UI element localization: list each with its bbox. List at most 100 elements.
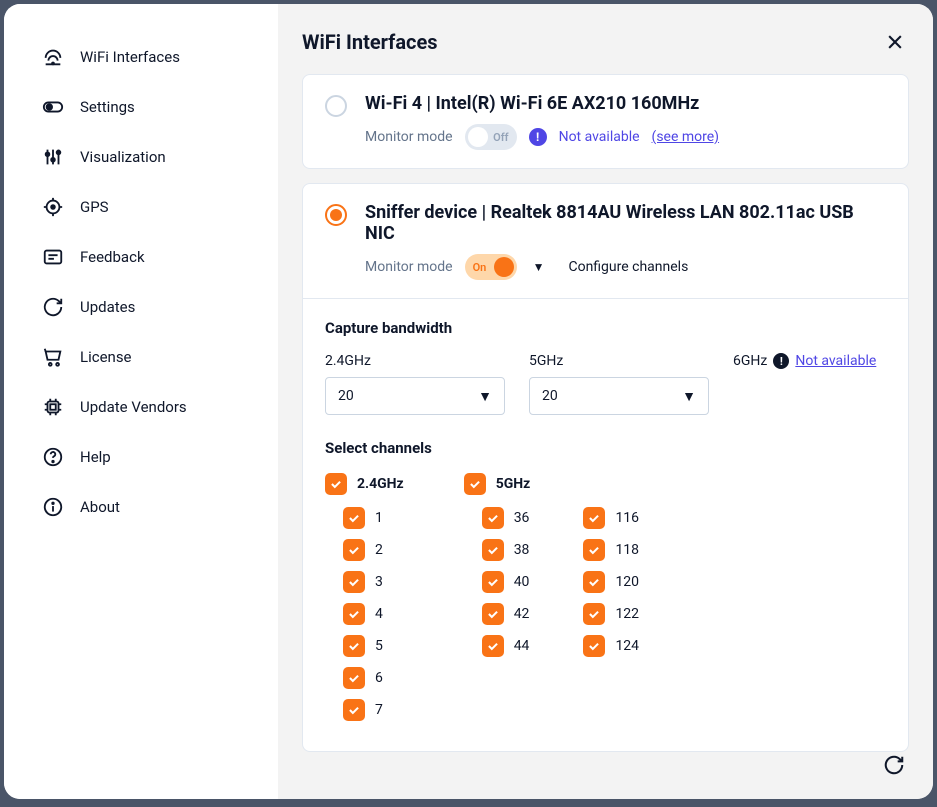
channel-number: 4 [375,606,383,622]
band-checkbox-5ghz[interactable] [464,473,486,495]
channel-checkbox[interactable] [343,507,365,529]
channel-number: 1 [375,510,383,526]
sidebar-item-label: License [80,348,132,366]
card-body: Capture bandwidth 2.4GHz 20 ▼ 5GHz 20 ▼ [303,298,908,751]
sidebar: WiFi Interfaces Settings Visualization G… [4,4,278,799]
main-panel: WiFi Interfaces Wi-Fi 4 | Intel(R) Wi-Fi… [278,4,933,799]
channel-checkbox[interactable] [343,603,365,625]
channels-scroll[interactable]: 2.4GHz 1234567 5GHz 3638404244 116118120… [325,473,886,731]
band-label: 5GHz [529,353,709,369]
header: WiFi Interfaces [302,28,909,56]
sidebar-item-label: Update Vendors [80,398,187,416]
channel-checkbox[interactable] [343,539,365,561]
channel-item: 6 [343,667,404,689]
configure-channels-label: Configure channels [568,259,688,275]
channel-number: 118 [615,542,639,558]
select-channels-title: Select channels [325,439,886,457]
band-label: 5GHz [496,476,531,492]
sidebar-item-settings[interactable]: Settings [4,82,278,132]
refresh-icon [42,296,64,318]
channel-item: 36 [482,507,530,529]
band-label: 6GHz [733,353,767,369]
page-title: WiFi Interfaces [302,30,438,54]
channel-item: 124 [583,635,639,657]
channel-number: 116 [615,510,639,526]
channel-checkbox[interactable] [583,539,605,561]
sidebar-item-label: GPS [80,198,109,216]
channel-number: 36 [514,510,530,526]
channel-checkbox[interactable] [482,507,504,529]
channel-checkbox[interactable] [482,603,504,625]
sidebar-item-license[interactable]: License [4,332,278,382]
select-value: 20 [338,388,354,404]
chevron-down-icon[interactable]: ▼ [533,260,545,274]
interface-radio[interactable] [325,95,347,117]
bandwidth-select-5ghz[interactable]: 20 ▼ [529,377,709,415]
channel-item: 40 [482,571,530,593]
interface-card: Wi-Fi 4 | Intel(R) Wi-Fi 6E AX210 160MHz… [302,74,909,169]
not-available-link[interactable]: Not available [795,353,876,369]
channel-checkbox[interactable] [583,507,605,529]
cart-icon [42,346,64,368]
close-button[interactable] [881,28,909,56]
channel-number: 5 [375,638,383,654]
channel-checkbox[interactable] [583,603,605,625]
see-more-link[interactable]: (see more) [652,129,720,145]
monitor-toggle[interactable]: Off [465,124,517,150]
help-icon [42,446,64,468]
wifi-icon [42,46,64,68]
channel-item: 38 [482,539,530,561]
info-icon [42,496,64,518]
interface-radio[interactable] [325,204,347,226]
channel-item: 44 [482,635,530,657]
band-label: 2.4GHz [357,476,404,492]
channel-checkbox[interactable] [343,699,365,721]
channel-item: 5 [343,635,404,657]
sidebar-item-updates[interactable]: Updates [4,282,278,332]
monitor-toggle[interactable]: On [465,254,517,280]
sidebar-item-update-vendors[interactable]: Update Vendors [4,382,278,432]
sidebar-item-help[interactable]: Help [4,432,278,482]
band-label: 2.4GHz [325,353,505,369]
channel-checkbox[interactable] [482,571,504,593]
band-checkbox-24ghz[interactable] [325,473,347,495]
channel-checkbox[interactable] [343,667,365,689]
sidebar-item-label: Settings [80,98,135,116]
sidebar-item-label: Visualization [80,148,166,166]
channel-number: 124 [615,638,639,654]
sidebar-item-about[interactable]: About [4,482,278,532]
channel-checkbox[interactable] [482,635,504,657]
message-icon [42,246,64,268]
capture-bandwidth-title: Capture bandwidth [325,319,886,337]
not-available-text: Not available [559,129,640,145]
channel-number: 40 [514,574,530,590]
chip-icon [42,396,64,418]
warning-icon: ! [773,353,789,369]
sidebar-item-feedback[interactable]: Feedback [4,232,278,282]
sliders-icon [42,146,64,168]
channel-number: 122 [615,606,639,622]
sidebar-item-visualization[interactable]: Visualization [4,132,278,182]
sidebar-item-label: Help [80,448,111,466]
sidebar-item-label: WiFi Interfaces [80,48,180,66]
channel-item: 122 [583,603,639,625]
sidebar-item-gps[interactable]: GPS [4,182,278,232]
channel-checkbox[interactable] [343,635,365,657]
refresh-button[interactable] [883,754,905,781]
channel-checkbox[interactable] [343,571,365,593]
channel-number: 38 [514,542,530,558]
channel-item: 2 [343,539,404,561]
info-badge-icon: ! [529,128,547,146]
bandwidth-select-24ghz[interactable]: 20 ▼ [325,377,505,415]
target-icon [42,196,64,218]
channel-number: 42 [514,606,530,622]
sidebar-item-label: About [80,498,120,516]
channel-item: 7 [343,699,404,721]
sidebar-item-wifi-interfaces[interactable]: WiFi Interfaces [4,32,278,82]
channel-item: 120 [583,571,639,593]
toggle-label: Off [493,131,508,144]
channel-checkbox[interactable] [583,635,605,657]
channel-checkbox[interactable] [482,539,504,561]
channel-checkbox[interactable] [583,571,605,593]
monitor-mode-label: Monitor mode [365,129,453,145]
